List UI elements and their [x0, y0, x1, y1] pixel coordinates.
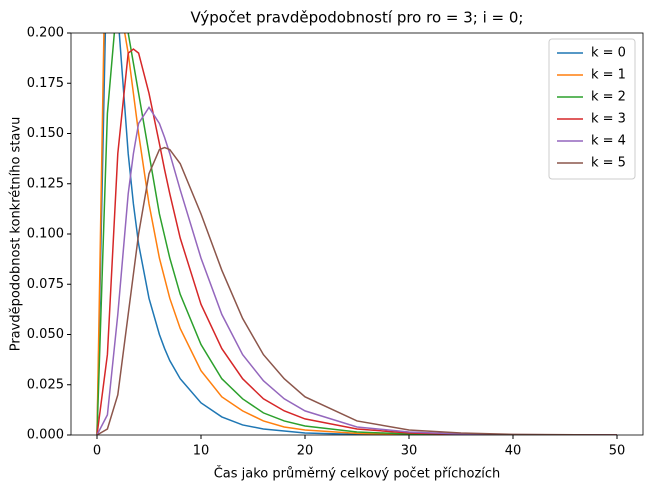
- y-tick-label: 0.175: [27, 76, 64, 91]
- series-line: [96, 33, 617, 435]
- y-tick-label: 0.075: [27, 277, 64, 292]
- legend-label: k = 1: [591, 68, 626, 83]
- y-tick-label: 0.000: [27, 428, 64, 443]
- series-line: [96, 48, 618, 435]
- legend-label: k = 0: [591, 46, 626, 61]
- plot-lines: [96, 33, 618, 435]
- x-tick-label: 10: [193, 444, 210, 459]
- y-tick-label: 0.050: [27, 327, 64, 342]
- x-tick-label: 50: [609, 444, 626, 459]
- y-axis-label: Pravděpodobnost konkrétního stavu: [9, 117, 24, 352]
- series-line: [96, 146, 618, 435]
- legend-label: k = 5: [591, 156, 626, 171]
- series-line: [96, 33, 617, 435]
- x-axis-label: Čas jako průměrný celkový počet příchozí…: [214, 466, 501, 482]
- legend-label: k = 2: [591, 90, 626, 105]
- plot-frame: [70, 32, 644, 436]
- x-tick-label: 40: [505, 444, 522, 459]
- legend-label: k = 3: [591, 112, 626, 127]
- legend-box: [548, 38, 636, 180]
- y-tick-label: 0.125: [27, 176, 64, 191]
- x-tick-label: 20: [297, 444, 314, 459]
- y-tick-label: 0.150: [27, 126, 64, 141]
- series-line: [96, 105, 618, 435]
- legend-label: k = 4: [591, 134, 626, 149]
- chart-title: Výpočet pravděpodobností pro ro = 3; i =…: [191, 9, 524, 27]
- x-tick-label: 30: [401, 444, 418, 459]
- y-tick-label: 0.025: [27, 377, 64, 392]
- y-tick-label: 0.100: [27, 227, 64, 242]
- y-tick-label: 0.200: [27, 26, 64, 41]
- x-tick-label: 0: [93, 444, 101, 459]
